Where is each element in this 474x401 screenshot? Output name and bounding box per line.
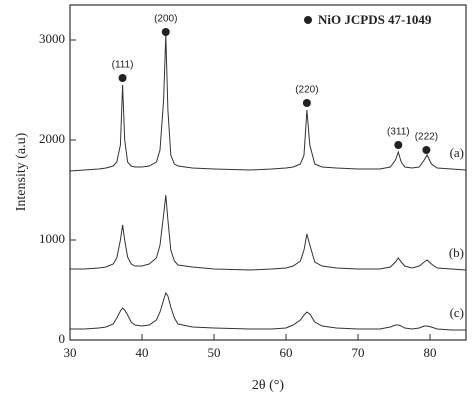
- peak-label: (111): [112, 60, 134, 71]
- legend-label: NiO JCPDS 47-1049: [318, 12, 432, 27]
- peak-label: (222): [415, 132, 438, 143]
- y-tick-label: 3000: [39, 31, 65, 46]
- x-tick-label: 80: [424, 345, 437, 360]
- x-tick-label: 50: [208, 345, 221, 360]
- peak-marker: [118, 74, 127, 82]
- peak-label: (220): [295, 85, 318, 96]
- x-tick-label: 40: [136, 345, 149, 360]
- peak-label: (311): [387, 127, 410, 138]
- y-tick-label: 1000: [39, 231, 65, 246]
- series-label: (a): [450, 145, 464, 160]
- peak-label: (200): [154, 14, 177, 25]
- x-tick-label: 30: [64, 345, 77, 360]
- x-tick-label: 60: [280, 345, 293, 360]
- series-line: [70, 291, 466, 331]
- peak-marker: [161, 28, 170, 36]
- legend-marker: [304, 16, 312, 24]
- plot-frame: [69, 4, 467, 341]
- x-axis-label: 2θ (°): [252, 378, 284, 393]
- series-line: [69, 34, 467, 172]
- y-tick-label: 0: [59, 331, 66, 346]
- peak-marker: [302, 99, 311, 107]
- y-axis-label: Intensity (a.u): [14, 132, 29, 211]
- peak-marker: [422, 146, 431, 154]
- series-label: (b): [449, 245, 464, 260]
- series-label: (c): [450, 305, 464, 320]
- x-tick-label: 70: [352, 345, 365, 360]
- y-tick-label: 2000: [39, 131, 65, 146]
- series-line: [70, 194, 467, 271]
- peak-marker: [394, 141, 403, 149]
